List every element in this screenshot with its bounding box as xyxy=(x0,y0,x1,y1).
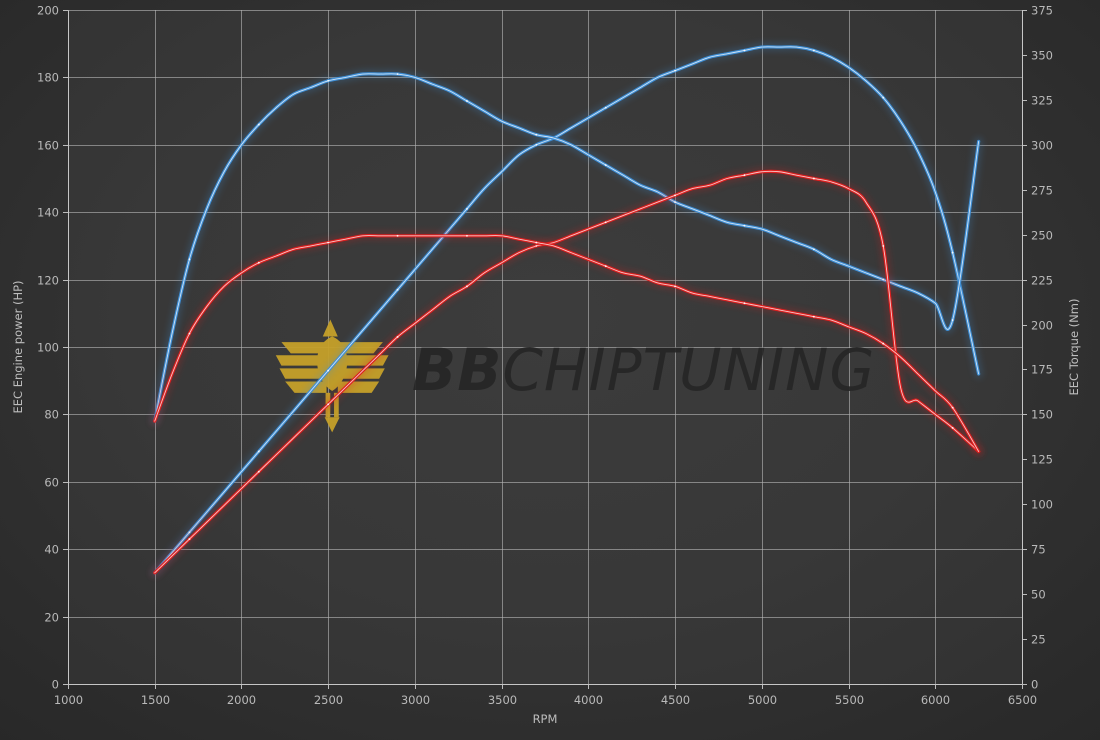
x-tick-label: 3000 xyxy=(401,693,430,707)
data-point xyxy=(396,234,399,237)
data-point xyxy=(257,450,260,453)
y2-tick-label: 275 xyxy=(1031,184,1053,198)
data-point xyxy=(188,258,191,261)
data-point xyxy=(604,265,607,268)
x-tick-label: 4000 xyxy=(574,693,603,707)
watermark: BBCHIPTUNING xyxy=(275,319,875,433)
y2-tick-label: 125 xyxy=(1031,453,1053,467)
x-tick-label: 1000 xyxy=(54,693,83,707)
x-axis-title: RPM xyxy=(533,712,558,726)
data-point xyxy=(674,201,677,204)
data-point xyxy=(257,123,260,126)
data-point xyxy=(882,96,885,99)
data-point xyxy=(812,177,815,180)
axis-lines xyxy=(63,10,1027,689)
data-point xyxy=(535,133,538,136)
data-point xyxy=(466,100,468,102)
data-point xyxy=(743,49,746,52)
data-point xyxy=(812,49,815,52)
y2-tick-label: 350 xyxy=(1031,49,1053,63)
data-point xyxy=(396,335,399,338)
data-point xyxy=(604,106,607,109)
y2-tick-label: 250 xyxy=(1031,229,1053,243)
y-tick-label: 120 xyxy=(37,274,59,288)
data-point xyxy=(951,426,954,429)
data-point xyxy=(674,285,677,288)
y-tick-label: 180 xyxy=(37,71,59,85)
data-point xyxy=(951,319,954,321)
data-point xyxy=(882,342,885,345)
x-tick-label: 4500 xyxy=(661,693,690,707)
data-point xyxy=(396,288,399,291)
data-point xyxy=(882,244,885,247)
y-tick-label: 80 xyxy=(44,408,59,422)
data-point xyxy=(466,207,468,210)
data-point xyxy=(188,332,191,335)
y2-tick-label: 200 xyxy=(1031,319,1053,333)
y2-axis-title: EEC Torque (Nm) xyxy=(1067,299,1081,396)
data-point xyxy=(535,143,538,146)
data-point xyxy=(604,164,607,166)
x-tick-label: 3500 xyxy=(488,693,517,707)
data-point xyxy=(674,69,677,72)
y2-tick-label: 375 xyxy=(1031,4,1053,18)
x-tick-label: 5000 xyxy=(748,693,777,707)
y-tick-label: 100 xyxy=(37,341,59,355)
y2-tick-label: 225 xyxy=(1031,274,1053,288)
data-point xyxy=(327,79,330,82)
data-point xyxy=(466,285,468,288)
data-point xyxy=(604,221,607,224)
x-tick-label: 6000 xyxy=(921,693,950,707)
data-point xyxy=(743,224,746,227)
watermark-text: BBCHIPTUNING xyxy=(412,336,875,404)
data-point xyxy=(812,315,815,318)
x-tick-label: 6500 xyxy=(1008,693,1037,707)
x-tick-label: 5500 xyxy=(835,693,864,707)
y2-tick-label: 175 xyxy=(1031,363,1053,377)
y-tick-label: 160 xyxy=(37,139,59,153)
y2-tick-label: 0 xyxy=(1031,678,1038,692)
series-1 xyxy=(150,42,983,578)
axis-labels: 1000 1500 2000 2500 3000 3500 4000 4500 5000 5500… xyxy=(11,4,1081,727)
data-point xyxy=(188,538,191,541)
data-point xyxy=(743,174,746,177)
series-lines xyxy=(150,42,983,578)
y-tick-label: 0 xyxy=(52,678,59,692)
x-tick-label: 2500 xyxy=(314,693,343,707)
data-point xyxy=(535,241,538,244)
y2-tick-label: 325 xyxy=(1031,94,1053,108)
x-tick-label: 2000 xyxy=(227,693,256,707)
y2-tick-label: 50 xyxy=(1031,588,1046,602)
series-2 xyxy=(150,69,983,426)
x-tick-label: 1500 xyxy=(141,693,170,707)
y2-tick-label: 75 xyxy=(1031,543,1046,557)
data-point xyxy=(327,403,330,406)
y2-tick-label: 150 xyxy=(1031,408,1053,422)
y-tick-label: 40 xyxy=(44,543,59,557)
data-point xyxy=(327,369,330,372)
y-tick-label: 200 xyxy=(37,4,59,18)
data-point xyxy=(327,241,330,244)
y2-tick-label: 100 xyxy=(1031,498,1053,512)
y2-tick-label: 25 xyxy=(1031,633,1046,647)
y-tick-label: 20 xyxy=(44,611,59,625)
data-point xyxy=(812,248,815,251)
data-point xyxy=(674,194,677,197)
data-point xyxy=(951,251,954,254)
data-point xyxy=(257,470,260,473)
data-point xyxy=(466,234,468,237)
data-point xyxy=(951,406,954,409)
y2-tick-label: 300 xyxy=(1031,139,1053,153)
y-axis-title: EEC Engine power (HP) xyxy=(11,280,25,413)
series-3 xyxy=(150,167,983,578)
data-point xyxy=(743,302,746,305)
data-point xyxy=(396,73,399,75)
data-point xyxy=(257,261,260,264)
y-tick-label: 140 xyxy=(37,206,59,220)
y-tick-label: 60 xyxy=(44,476,59,490)
series-4 xyxy=(150,231,983,456)
